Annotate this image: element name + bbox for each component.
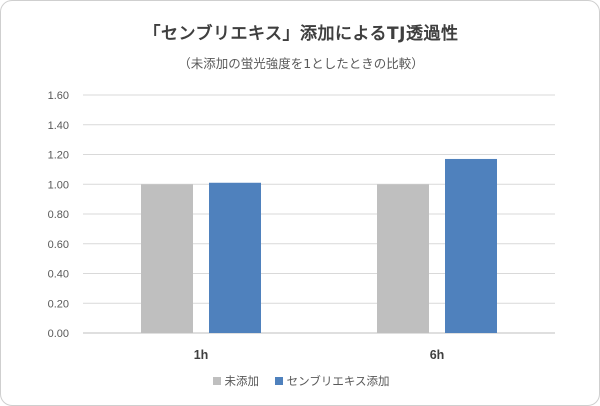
chart-subtitle: （未添加の蛍光強度を1としたときの比較） — [178, 56, 424, 71]
legend-label-series-0: 未添加 — [224, 374, 260, 388]
legend-swatch-series-0 — [212, 377, 221, 385]
x-tick-label: 6h — [430, 348, 445, 362]
y-tick-label: 0.80 — [48, 209, 69, 221]
y-tick-label: 0.20 — [48, 298, 69, 310]
legend-swatch-series-1 — [274, 377, 283, 385]
bar — [141, 184, 193, 333]
bar — [377, 184, 429, 333]
y-tick-label: 1.20 — [48, 150, 69, 162]
y-tick-label: 0.60 — [48, 239, 69, 251]
legend-item-series-0: 未添加 — [212, 373, 260, 389]
legend-label-series-1: センブリエキス添加 — [286, 374, 390, 388]
y-tick-label: 1.60 — [48, 90, 69, 102]
y-tick-label: 1.00 — [48, 179, 69, 191]
bar — [209, 182, 261, 333]
y-tick-label: 1.40 — [48, 120, 69, 132]
y-tick-label: 0.00 — [48, 328, 69, 340]
chart-legend: 未添加 センブリエキス添加 — [1, 373, 599, 389]
x-tick-label: 1h — [194, 348, 209, 362]
bar — [445, 158, 497, 333]
y-tick-label: 0.40 — [48, 269, 69, 281]
chart-title: 「センブリエキス」添加によるTJ透過性 — [143, 24, 459, 44]
legend-item-series-1: センブリエキス添加 — [274, 373, 390, 389]
